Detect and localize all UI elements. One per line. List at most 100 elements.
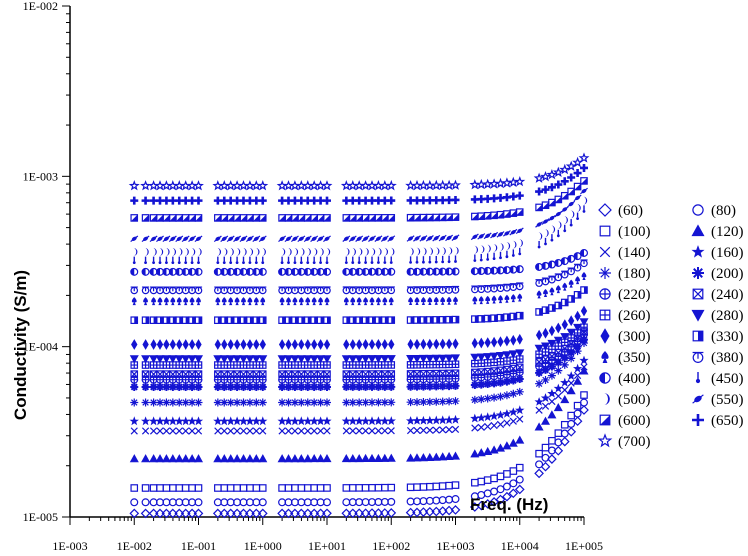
- data-point: [567, 419, 576, 428]
- data-point: [258, 370, 267, 378]
- data-point: [317, 339, 324, 350]
- data-point: [381, 427, 389, 435]
- data-point: [238, 355, 249, 364]
- data-point: [213, 267, 222, 276]
- data-point: [374, 286, 383, 295]
- data-point: [490, 487, 499, 496]
- legend-item: (450): [695, 371, 744, 387]
- x-tick-label: 1E-001: [181, 539, 216, 553]
- series-330: [130, 286, 588, 325]
- data-point: [490, 379, 499, 388]
- data-point: [548, 198, 556, 207]
- data-point: [194, 196, 203, 205]
- data-point: [484, 422, 492, 431]
- data-point: [535, 203, 543, 212]
- data-point: [245, 267, 254, 276]
- data-point: [309, 508, 320, 519]
- data-point: [220, 382, 229, 391]
- data-point: [473, 254, 477, 262]
- data-point: [483, 394, 492, 403]
- data-point: [280, 256, 284, 265]
- data-point: [470, 413, 480, 423]
- series-160: [129, 355, 589, 426]
- data-point: [544, 229, 549, 238]
- data-point: [495, 494, 506, 505]
- data-point: [387, 398, 396, 407]
- data-point: [451, 315, 460, 324]
- data-point: [188, 235, 197, 243]
- data-point: [541, 443, 550, 452]
- data-point: [406, 398, 415, 407]
- data-point: [541, 402, 550, 410]
- data-point: [477, 380, 486, 389]
- data-point: [323, 214, 331, 222]
- data-point: [559, 436, 570, 447]
- data-point: [162, 484, 171, 492]
- data-point: [567, 411, 575, 420]
- data-point: [387, 196, 396, 205]
- data-point: [419, 316, 428, 324]
- data-point: [354, 453, 364, 463]
- data-point: [226, 316, 235, 325]
- data-point: [375, 339, 382, 350]
- data-point: [361, 355, 371, 364]
- data-point: [573, 342, 582, 351]
- data-point: [483, 446, 493, 456]
- data-point: [540, 342, 551, 351]
- data-point: [213, 235, 222, 243]
- data-point: [162, 214, 171, 222]
- data-point: [535, 187, 544, 196]
- data-point: [509, 467, 518, 475]
- data-point: [221, 297, 227, 306]
- data-point: [509, 228, 518, 236]
- data-point: [535, 379, 544, 388]
- data-point: [259, 339, 266, 350]
- data-point: [156, 214, 164, 222]
- data-point: [388, 297, 394, 306]
- data-point: [287, 256, 290, 265]
- data-point: [316, 214, 325, 222]
- data-point: [316, 286, 325, 295]
- data-point: [440, 296, 446, 305]
- data-point: [432, 426, 440, 434]
- data-point: [493, 243, 498, 252]
- data-point: [258, 355, 268, 364]
- series-280: [129, 318, 589, 364]
- data-point: [156, 316, 164, 325]
- data-point: [175, 484, 184, 492]
- data-point: [175, 498, 184, 507]
- data-point: [130, 398, 139, 407]
- data-point: [226, 416, 236, 426]
- data-point: [406, 286, 415, 295]
- data-point: [223, 247, 228, 256]
- data-point: [425, 382, 434, 391]
- data-point: [232, 355, 242, 364]
- data-point: [277, 454, 287, 463]
- data-point: [348, 214, 357, 222]
- data-point: [425, 452, 435, 462]
- data-point: [554, 429, 563, 437]
- data-point: [408, 297, 414, 306]
- legend-label: (180): [618, 266, 651, 282]
- data-point: [374, 398, 383, 407]
- legend-marker: [691, 309, 705, 322]
- data-point: [316, 267, 325, 276]
- data-point: [380, 382, 389, 391]
- data-point: [164, 297, 169, 306]
- legend-label: (80): [711, 203, 736, 219]
- data-point: [541, 185, 550, 194]
- data-point: [281, 247, 286, 256]
- data-point: [413, 398, 422, 407]
- data-point: [478, 296, 484, 305]
- data-point: [149, 454, 159, 463]
- data-point: [563, 224, 567, 233]
- data-point: [226, 286, 235, 295]
- data-point: [387, 497, 396, 506]
- data-point: [444, 415, 454, 425]
- data-point: [297, 398, 306, 407]
- data-point: [484, 337, 491, 348]
- data-point: [470, 353, 480, 362]
- data-point: [311, 339, 318, 350]
- data-point: [296, 416, 306, 426]
- data-point: [156, 398, 165, 407]
